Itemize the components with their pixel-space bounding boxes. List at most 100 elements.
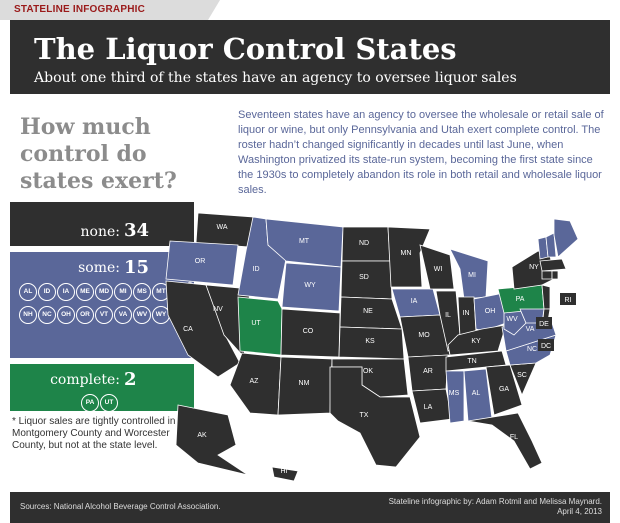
state-badge-id: ID [38,283,56,301]
map-label-wy: WY [304,282,316,289]
map-state-tx [329,366,421,468]
map-state-hi [271,466,299,482]
state-badge-oh: OH [57,306,75,324]
footnote: * Liquor sales are tightly controlled in… [12,416,176,451]
footer-bar: Sources: National Alcohol Beverage Contr… [10,492,610,523]
map-label-mt: MT [299,238,310,245]
map-label-va: VA [526,326,535,333]
map-state-mi [449,248,489,300]
map-label-mo: MO [418,332,430,339]
credit-text: Stateline infographic by: Adam Rotmil an… [388,497,602,506]
intro-paragraph: Seventeen states have an agency to overs… [238,109,604,196]
map-state-ak [175,404,249,476]
tag-label: STATELINE INFOGRAPHIC [14,4,146,15]
map-label-az: AZ [250,378,260,385]
map-label-ne: NE [363,308,373,315]
state-badge-ut: UT [100,394,118,412]
map-state-wi [419,244,455,290]
map-label-ga: GA [499,386,509,393]
map-label-pa: PA [516,296,525,303]
state-badge-or: OR [76,306,94,324]
map-label-ok: OK [363,368,373,375]
map-label-sc: SC [517,372,527,379]
map-state-ga [485,364,523,416]
legend-none-count: 34 [124,220,150,241]
map-label-ky: KY [471,338,481,345]
map-state-ma [539,258,567,272]
state-badge-ms: MS [133,283,151,301]
map-state-fl [467,412,543,470]
map-label-nc: NC [527,346,537,353]
state-badge-al: AL [19,283,37,301]
page-title: The Liquor Control States [34,32,457,66]
legend-some-count: 15 [124,257,150,278]
map-label-mn: MN [401,250,412,257]
map-state-nh [545,232,557,258]
map-label-nm: NM [299,380,310,387]
tag-tail [208,0,220,20]
credit-date: April 4, 2013 [557,507,602,516]
sources-note: Sources: National Alcohol Beverage Contr… [20,502,221,511]
legend-some-box: some: 15 * ALIDIAMEMDMIMSMTNHNCOHORVTVAW… [10,252,194,358]
map-label-ca: CA [183,326,193,333]
map-label-il: IL [445,312,451,319]
map-label-ms: MS [449,390,460,397]
legend-none-box: none: 34 [10,202,194,246]
map-state-wy [281,262,342,312]
state-badge-va: VA [114,306,132,324]
credit-note: Stateline infographic by: Adam Rotmil an… [389,497,602,517]
state-badge-ia: IA [57,283,75,301]
map-label-sd: SD [359,274,369,281]
legend-complete-count: 2 [124,369,137,390]
map-label-nv: NV [213,306,223,313]
map-state-ct [541,270,553,280]
state-badge-me: ME [76,283,94,301]
state-badge-mi: MI [114,283,132,301]
map-state-ms [445,370,465,424]
legend-complete-state-badges: PA UT [80,391,118,414]
map-label-oh: OH [485,308,496,315]
map-label-wi: WI [434,266,443,273]
map-label-ak: AK [197,432,207,439]
legend-some-state-badges: AL ID IA ME MD MI MS MTNH NC OH OR VT VA WV WY [18,280,178,326]
header-banner: The Liquor Control States About one thir… [10,20,610,94]
question-heading: How much control do states exert? [20,114,177,194]
page-subtitle: About one third of the states have an ag… [34,70,517,86]
map-state-me [553,218,579,258]
map-label-tx: TX [360,412,369,419]
map-label-co: CO [303,328,314,335]
legend-some-label: some: [78,260,120,276]
legend-complete-box: complete: 2 PA UT [10,364,194,414]
state-badge-pa: PA [81,394,99,412]
map-callout-dc [538,339,554,351]
map-label-nd: ND [359,240,369,247]
state-badge-md: MD [95,283,113,301]
map-state-ri [551,270,559,280]
map-label-fl: FL [510,434,518,441]
legend-complete-label: complete: [50,372,120,388]
state-badge-nc: NC [38,306,56,324]
state-badge-nh: NH [19,306,37,324]
map-callout-label-dc: DC [541,343,551,350]
state-badge-vt: VT [95,306,113,324]
map-callout-label-ri: RI [565,297,572,304]
map-label-ia: IA [411,298,418,305]
map-label-in: IN [463,310,470,317]
map-label-wa: WA [216,224,227,231]
legend-none-label: none: [80,224,120,240]
map-callout-label-de: DE [539,321,549,328]
state-badge-wv: WV [133,306,151,324]
map-state-az [229,352,282,416]
map-label-or: OR [195,258,206,265]
map-label-wv: WV [506,316,518,323]
map-label-la: LA [424,404,433,411]
map-label-tn: TN [467,358,476,365]
map-callout-ri [560,293,576,305]
us-map: WA OR CA NV ID MT WY UT AZ CO NM ND SD NE KS OK TX MN IA MO… [165,212,579,482]
map-label-ar: AR [423,368,433,375]
map-state-mt [265,218,344,268]
map-label-ut: UT [251,320,261,327]
map-label-ks: KS [365,338,375,345]
map-state-mn [387,226,431,288]
map-label-mi: MI [468,272,476,279]
